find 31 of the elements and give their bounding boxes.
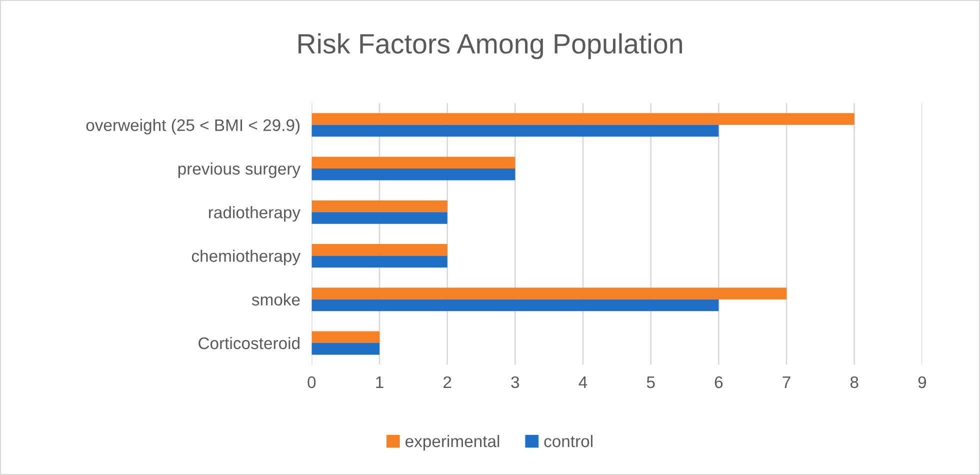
bar bbox=[312, 200, 448, 212]
x-tick-label: 9 bbox=[918, 376, 926, 388]
x-tick-label: 6 bbox=[714, 376, 723, 388]
y-tick-label: Corticosteroid bbox=[198, 336, 300, 350]
bar bbox=[312, 299, 719, 312]
bar bbox=[312, 212, 448, 224]
y-tick-label: chemiotherapy bbox=[192, 250, 301, 266]
y-tick-label: smoke bbox=[252, 293, 300, 306]
bar bbox=[312, 288, 787, 300]
bar bbox=[312, 124, 719, 137]
x-tick-label: 5 bbox=[646, 376, 655, 388]
y-tick-label: radiotherapy bbox=[208, 206, 301, 222]
bar bbox=[312, 168, 516, 180]
x-tick-label: 2 bbox=[444, 376, 452, 388]
y-tick-label: previous surgery bbox=[178, 162, 301, 178]
x-tick-label: 8 bbox=[850, 376, 858, 388]
legend-label: control bbox=[544, 434, 592, 448]
legend-label: experimental bbox=[405, 434, 500, 450]
y-tick-label: overweight (25 < BMI < 29.9) bbox=[86, 118, 300, 134]
bar bbox=[312, 113, 854, 125]
x-tick-label: 4 bbox=[578, 376, 588, 388]
x-tick-label: 1 bbox=[376, 376, 384, 388]
bar bbox=[312, 156, 516, 169]
bar bbox=[312, 244, 448, 256]
bar bbox=[312, 331, 380, 343]
chart-title: Risk Factors Among Population bbox=[298, 33, 682, 60]
x-tick-label: 0 bbox=[308, 376, 316, 388]
x-tick-label: 7 bbox=[782, 376, 790, 388]
x-tick-label: 3 bbox=[511, 376, 520, 388]
bar bbox=[312, 342, 380, 355]
bar bbox=[312, 256, 448, 268]
